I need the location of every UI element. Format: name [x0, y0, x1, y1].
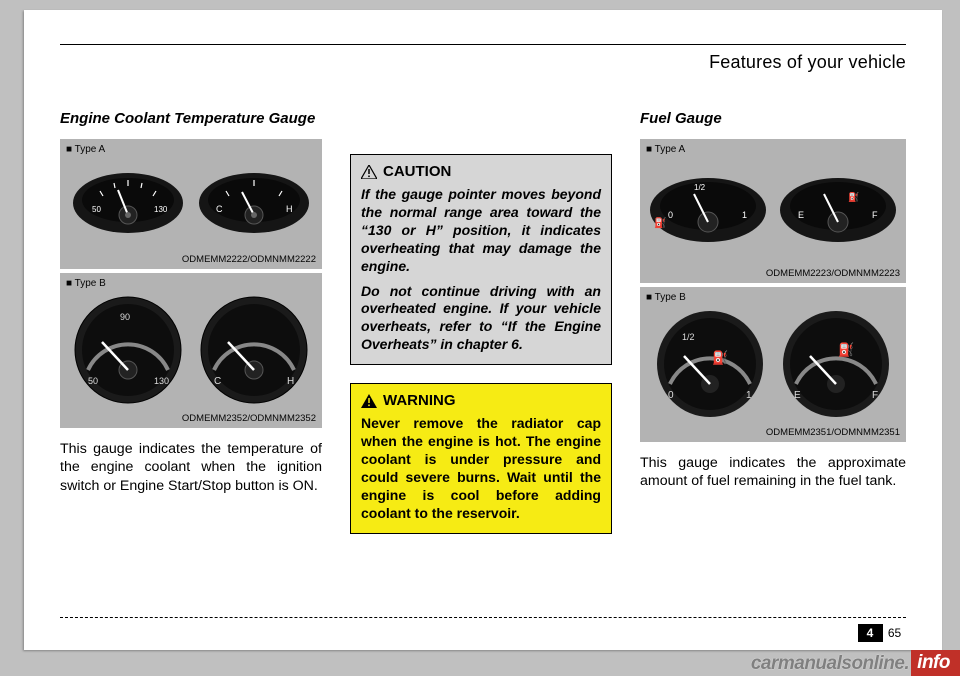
caution-body: If the gauge pointer moves beyond the no… [361, 186, 601, 354]
fuel-body-text: This gauge indicates the approxi­mate am… [640, 454, 906, 491]
fuel-heading: Fuel Gauge [640, 110, 906, 129]
watermark: carmanualsonline. info [751, 648, 960, 676]
warning-box: WARNING Never remove the radiator cap wh… [350, 383, 612, 533]
footer-rule [60, 617, 906, 618]
temp-gauge-round-ch: C H [194, 292, 314, 407]
svg-text:⛽: ⛽ [712, 350, 728, 365]
caution-p1: If the gauge pointer moves beyond the no… [361, 186, 601, 276]
warning-p1: Never remove the radiator cap when the e… [361, 415, 601, 522]
gauge-caption: ODMEMM2352/ODMNMM2352 [182, 413, 316, 424]
coolant-gauge-type-a: ■ Type A 50 130 [60, 139, 322, 269]
fuel-gauge-round-b: E F ⛽ [776, 306, 896, 421]
svg-text:50: 50 [92, 205, 101, 214]
svg-text:E: E [794, 390, 801, 401]
type-a-label: ■ Type A [646, 144, 685, 155]
svg-text:C: C [214, 376, 221, 387]
caution-title: CAUTION [383, 163, 451, 180]
watermark-text-a: carmanualsonline. [751, 653, 911, 676]
temp-gauge-eye-numeric: 50 130 [68, 168, 188, 238]
svg-text:C: C [216, 204, 223, 214]
svg-text:1/2: 1/2 [682, 332, 695, 342]
warning-icon [361, 394, 377, 408]
caution-box: CAUTION If the gauge pointer moves beyon… [350, 154, 612, 365]
warning-title-row: WARNING [361, 392, 601, 409]
caution-p2: Do not continue driving with an overheat… [361, 283, 601, 355]
warning-body: Never remove the radiator cap when the e… [361, 415, 601, 522]
svg-text:F: F [872, 210, 878, 220]
coolant-body-text: This gauge indicates the tempera­ture of… [60, 440, 322, 496]
fuel-gauge-round-a: 0 1/2 1 ⛽ [650, 306, 770, 421]
svg-text:H: H [286, 204, 293, 214]
svg-text:1: 1 [742, 210, 747, 220]
coolant-heading: Engine Coolant Temperature Gauge [60, 110, 322, 129]
type-a-label: ■ Type A [66, 144, 105, 155]
gauge-row: 0 1/2 1 ⛽ E F ⛽ [640, 139, 906, 283]
page-number: 65 [882, 624, 906, 642]
fuel-gauge-eye-b: E F ⛽ [776, 170, 900, 250]
column-1: Engine Coolant Temperature Gauge ■ Type … [60, 110, 322, 600]
svg-text:⛽: ⛽ [654, 216, 666, 229]
page: Features of your vehicle Engine Coolant … [24, 10, 942, 650]
page-number-tabs: 4 65 [858, 624, 906, 642]
column-3: Fuel Gauge ■ Type A 0 1/2 1 ⛽ [640, 110, 906, 600]
caution-title-row: CAUTION [361, 163, 601, 180]
column-layout: Engine Coolant Temperature Gauge ■ Type … [60, 110, 906, 600]
gauge-caption: ODMEMM2223/ODMNMM2223 [766, 268, 900, 279]
warning-title: WARNING [383, 392, 456, 409]
type-b-label: ■ Type B [66, 278, 106, 289]
section-title: Features of your vehicle [709, 52, 906, 73]
fuel-gauge-eye-a: 0 1/2 1 ⛽ [646, 170, 770, 250]
svg-text:E: E [798, 210, 804, 220]
gauge-caption: ODMEMM2222/ODMNMM2222 [182, 254, 316, 265]
fuel-gauge-type-a: ■ Type A 0 1/2 1 ⛽ E [640, 139, 906, 283]
temp-gauge-round-numeric: 50 90 130 [68, 292, 188, 407]
page-section-number: 4 [858, 624, 882, 642]
header-rule [60, 44, 906, 45]
svg-text:50: 50 [88, 376, 98, 386]
svg-text:130: 130 [154, 376, 169, 386]
gauge-row: 50 90 130 C H [60, 273, 322, 428]
gauge-caption: ODMEMM2351/ODMNMM2351 [766, 427, 900, 438]
column-2: CAUTION If the gauge pointer moves beyon… [350, 110, 612, 600]
gauge-row: 50 130 [60, 139, 322, 269]
fuel-gauge-type-b: ■ Type B 0 1/2 1 ⛽ [640, 287, 906, 442]
svg-text:0: 0 [668, 210, 673, 220]
type-b-label: ■ Type B [646, 292, 686, 303]
svg-text:F: F [872, 390, 878, 401]
svg-text:⛽: ⛽ [848, 191, 859, 202]
caution-icon [361, 165, 377, 179]
svg-text:90: 90 [120, 312, 130, 322]
temp-gauge-eye-ch: C H [194, 168, 314, 238]
coolant-gauge-type-b: ■ Type B 50 90 130 [60, 273, 322, 428]
svg-text:130: 130 [154, 205, 168, 214]
gauge-row: 0 1/2 1 ⛽ E F ⛽ [640, 287, 906, 442]
svg-text:1/2: 1/2 [694, 183, 706, 192]
svg-text:0: 0 [668, 390, 674, 401]
svg-text:⛽: ⛽ [838, 342, 854, 357]
watermark-text-b: info [911, 650, 960, 676]
svg-text:H: H [287, 376, 294, 387]
svg-text:1: 1 [746, 390, 752, 401]
